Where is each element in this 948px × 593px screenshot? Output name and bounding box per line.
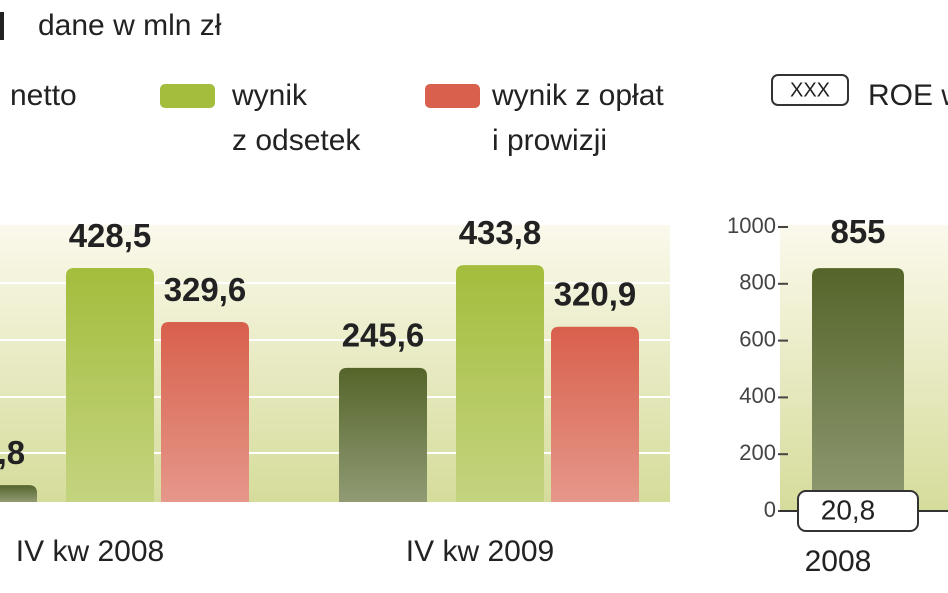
y-tick-label: 600 bbox=[739, 326, 776, 351]
legend-swatch bbox=[425, 84, 480, 108]
y-tick-label: 800 bbox=[739, 270, 776, 295]
bar-shade bbox=[812, 268, 904, 511]
legend-label: wynik z opłat i prowizji bbox=[491, 79, 664, 157]
bar-shade bbox=[339, 367, 427, 502]
x-tick-label: IV kw 2009 bbox=[406, 535, 554, 568]
x-tick-label: 2008 bbox=[805, 545, 872, 578]
x-tick-label: IV kw 2008 bbox=[16, 535, 164, 568]
value-label: 30,8 bbox=[0, 434, 25, 471]
roe-legend-label: ROE w bbox=[868, 79, 948, 112]
icon bbox=[0, 12, 4, 40]
y-tick-label: 0 bbox=[764, 497, 776, 522]
bar-shade bbox=[0, 485, 37, 502]
legend-label: wynik z odsetek bbox=[231, 79, 361, 157]
roe-legend-box bbox=[771, 74, 849, 106]
bar-shade bbox=[161, 322, 249, 502]
legend-label: netto bbox=[10, 79, 77, 112]
value-label: 245,6 bbox=[342, 317, 425, 354]
value-label: 329,6 bbox=[164, 271, 247, 308]
y-tick-label: 1000 bbox=[727, 213, 776, 238]
value-label: 855 bbox=[830, 213, 885, 250]
subtitle: dane w mln zł bbox=[38, 9, 222, 42]
bar-shade bbox=[66, 268, 154, 502]
value-label: 433,8 bbox=[459, 214, 542, 251]
roe-box bbox=[797, 490, 919, 532]
legend-swatch bbox=[160, 84, 215, 108]
value-label: 428,5 bbox=[69, 217, 152, 254]
bar-shade bbox=[456, 265, 544, 502]
value-label: 320,9 bbox=[554, 276, 637, 313]
y-tick-label: 400 bbox=[739, 383, 776, 408]
y-tick-label: 200 bbox=[739, 440, 776, 465]
roe-legend-box-text: XXX bbox=[790, 79, 830, 101]
roe-label: 20,8 bbox=[821, 494, 876, 525]
bar-shade bbox=[551, 326, 639, 502]
